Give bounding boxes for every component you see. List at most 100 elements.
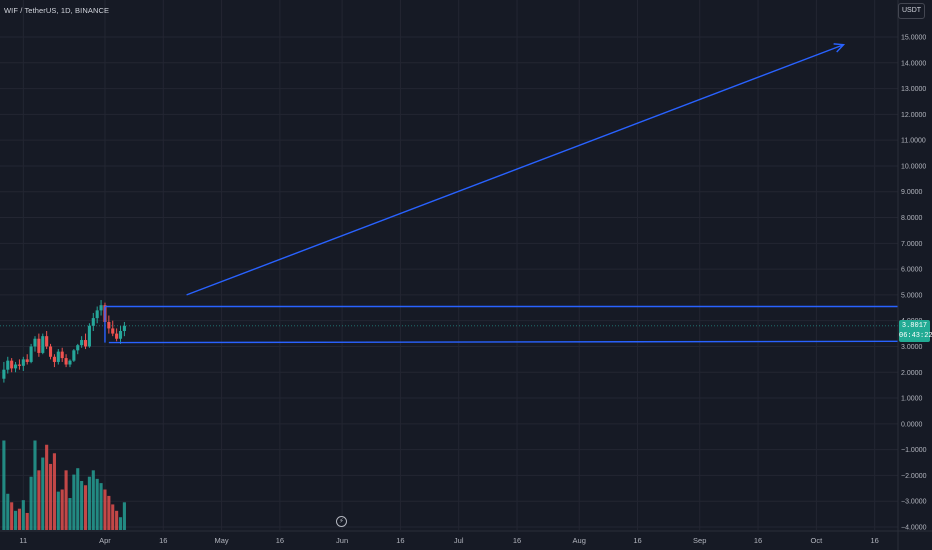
candle-body[interactable] [87,325,91,347]
volume-bar [107,495,111,530]
time-tick-label: 16 [871,536,879,545]
candle-body[interactable] [99,305,103,311]
volume-bar [56,491,60,530]
candle-body[interactable] [76,345,80,351]
candle-body[interactable] [13,364,18,369]
candle-body[interactable] [2,369,6,379]
volume-bar [103,489,107,530]
time-tick-label: 16 [633,536,641,545]
candle-body[interactable] [111,328,115,334]
price-tick-label: 6.0000 [901,267,923,274]
time-tick-label: 16 [159,536,167,545]
candle-body[interactable] [25,359,29,362]
candle-body[interactable] [107,321,111,329]
volume-bar [33,440,37,530]
volume-bar [10,502,14,530]
trend-arrow-head[interactable] [833,43,846,53]
candle-body[interactable] [122,325,126,331]
volume-bar [13,510,18,530]
volume-bar [118,517,123,530]
price-tick-label: 8.0000 [901,215,923,222]
volume-bar [68,498,72,530]
candle-body[interactable] [72,350,76,361]
candle-body[interactable] [17,364,21,366]
time-tick-label: Oct [811,536,824,545]
volume-bar [111,504,115,530]
candle-body[interactable] [33,338,37,347]
time-tick-label: 16 [396,536,404,545]
last-price-label: 3.8017 06:43:22 [899,320,932,342]
candle-body[interactable] [64,358,68,365]
volume-bar [29,476,33,530]
volume-bar [52,453,56,530]
volume-bar [95,478,99,530]
price-tick-label: 3.0000 [901,344,923,351]
volume-bar [60,489,64,530]
bar-countdown: 06:43:22 [899,332,932,340]
price-tick-label: 1.0000 [901,396,923,403]
candle-body[interactable] [80,340,84,346]
volume-bar [25,512,29,530]
candle-body[interactable] [56,351,60,362]
volume-bar [80,480,84,530]
candle-body[interactable] [83,340,88,347]
candle-body[interactable] [68,360,72,365]
price-tick-label: 0.0000 [901,421,923,428]
volume-bar [76,468,80,530]
volume-bar [91,470,95,530]
currency-button[interactable]: USDT [898,3,925,19]
candle-body[interactable] [6,360,10,370]
candle-body[interactable] [37,338,41,353]
volume-bar [122,502,126,530]
trend-arrow-line[interactable] [186,44,844,296]
price-tick-label: 5.0000 [901,292,923,299]
support-line[interactable] [108,340,899,344]
price-tick-label: 10.0000 [901,163,926,170]
volume-bar [72,474,76,530]
last-price-value: 3.8017 [901,322,928,330]
price-tick-label: 12.0000 [901,112,926,119]
time-tick-label: Jul [454,536,464,545]
price-tick-label: 2.0000 [901,370,923,377]
symbol-title[interactable]: WIF / TetherUS, 1D, BINANCE [4,6,110,15]
time-tick-label: 16 [754,536,762,545]
volume-bar [37,470,41,530]
volume-bar [6,493,10,530]
time-tick-label: 16 [276,536,284,545]
candle-body[interactable] [21,359,25,366]
candle-body[interactable] [95,310,99,319]
volume-bar [64,470,68,530]
time-tick-label: Sep [693,536,706,545]
candle-body[interactable] [52,356,56,362]
time-tick-label: 11 [19,536,27,545]
candle-body[interactable] [10,360,14,369]
volume-bar [83,485,88,530]
price-tick-label: −3.0000 [901,499,927,506]
price-tick-label: 11.0000 [901,138,926,145]
candle-body[interactable] [115,333,119,339]
price-tick-label: −1.0000 [901,447,927,454]
volume-bar [45,444,49,530]
candle-body[interactable] [60,351,64,359]
price-tick-label: 13.0000 [901,86,926,93]
volume-bar [41,457,45,530]
time-tick-label: Aug [573,536,586,545]
volume-bar [2,440,6,530]
candle-body[interactable] [41,336,45,353]
candle-body[interactable] [48,346,53,357]
candle-body[interactable] [45,336,49,347]
candle-body[interactable] [91,318,95,326]
time-tick-label: Jun [336,536,348,545]
volume-bar [115,510,119,530]
candle-body[interactable] [29,346,33,362]
lightning-icon[interactable]: ⚡︎ [336,516,347,527]
time-tick-label: 16 [513,536,521,545]
volume-bar [99,483,103,530]
price-tick-label: −4.0000 [901,525,927,532]
candle-body[interactable] [118,331,123,339]
volume-bar [48,463,53,530]
volume-bar [87,476,91,530]
price-tick-label: 15.0000 [901,35,926,42]
price-tick-label: 9.0000 [901,189,923,196]
